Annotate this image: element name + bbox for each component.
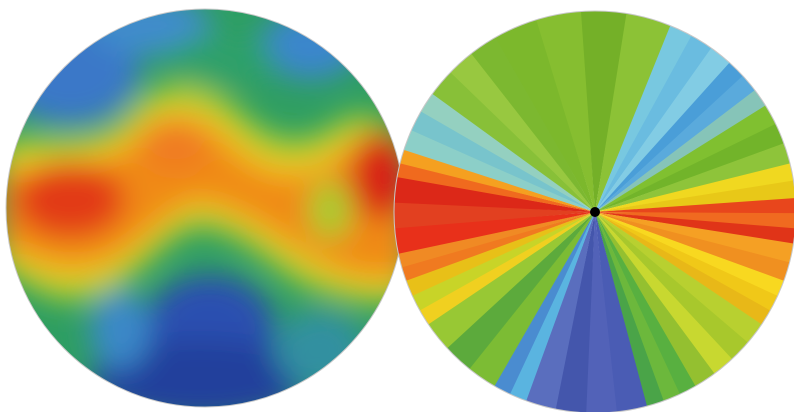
heatmap-field bbox=[0, 0, 410, 412]
center-dot bbox=[590, 207, 600, 217]
illustration bbox=[0, 0, 794, 412]
heatmap-disc bbox=[0, 0, 410, 412]
page: (() => { const data = JSON.parse(documen… bbox=[0, 0, 794, 412]
